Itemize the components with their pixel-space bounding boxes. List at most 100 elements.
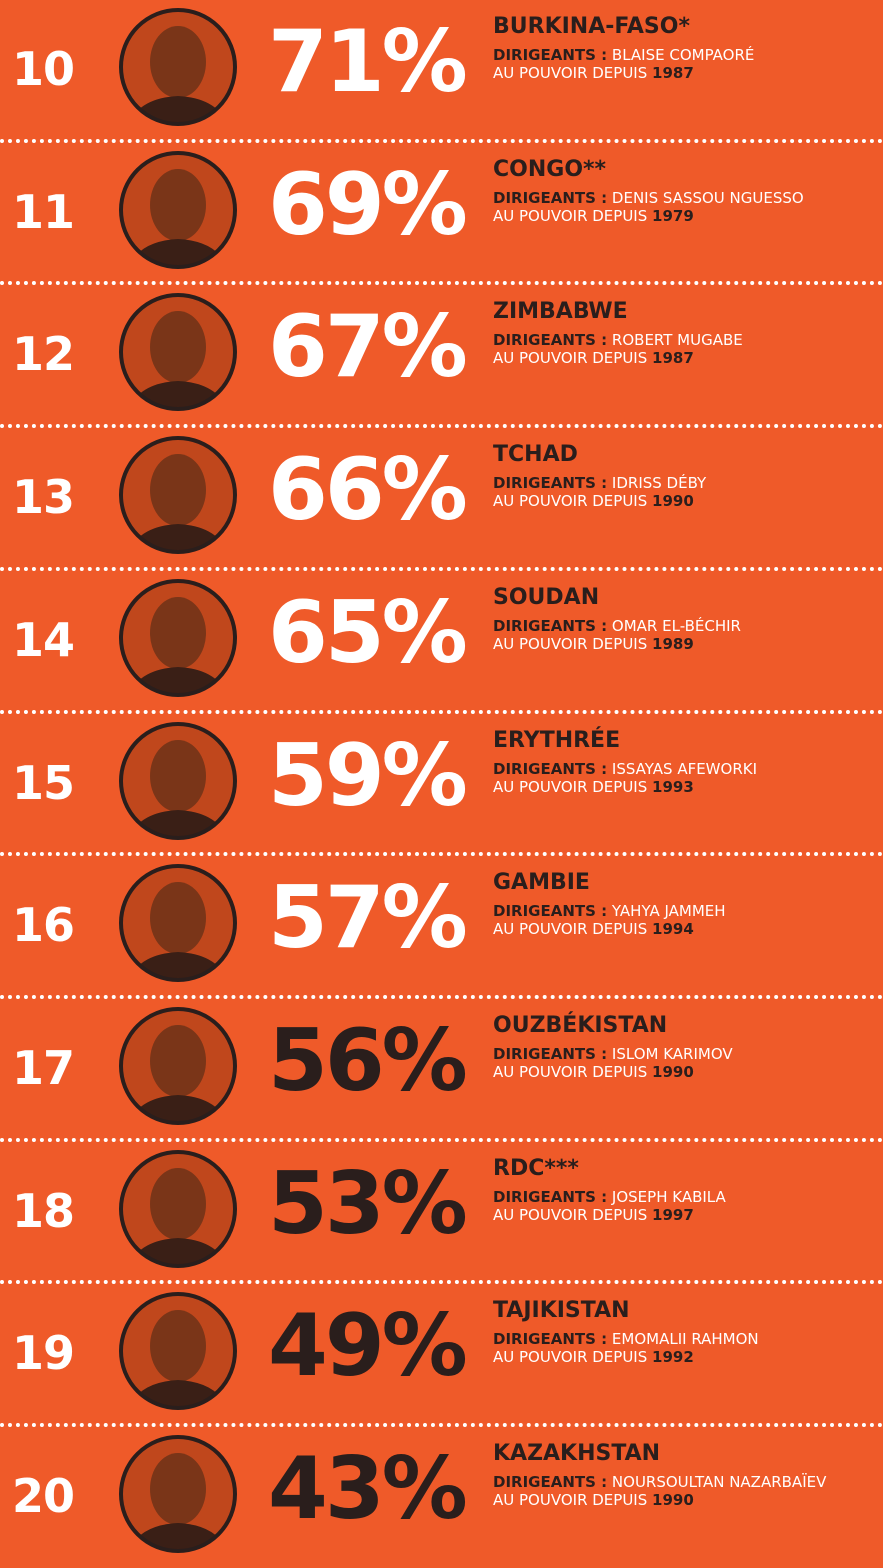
rank: 20 [8,1469,78,1523]
portrait [117,149,239,271]
country: SOUDAN [493,589,741,607]
since-year: 1987 [652,349,694,367]
leader-label: DIRIGEANTS : [493,46,607,64]
leader-label: DIRIGEANTS : [493,189,607,207]
percentage: 57% [268,868,465,968]
leader-label: DIRIGEANTS : [493,1045,607,1063]
country: GAMBIE [493,874,726,892]
since-line: AU POUVOIR DEPUIS 1989 [493,635,741,653]
since-label: AU POUVOIR DEPUIS [493,920,647,938]
since-line: AU POUVOIR DEPUIS 1994 [493,920,726,938]
rank: 17 [8,1041,78,1095]
since-line: AU POUVOIR DEPUIS 1987 [493,64,754,82]
since-year: 1990 [652,492,694,510]
leader-label: DIRIGEANTS : [493,1473,607,1491]
rank: 15 [8,756,78,810]
since-label: AU POUVOIR DEPUIS [493,492,647,510]
since-label: AU POUVOIR DEPUIS [493,1348,647,1366]
leader-label: DIRIGEANTS : [493,902,607,920]
leader-line: DIRIGEANTS : JOSEPH KABILA [493,1188,726,1206]
leader-label: DIRIGEANTS : [493,1188,607,1206]
since-year: 1987 [652,64,694,82]
rank: 12 [8,327,78,381]
rank: 16 [8,898,78,952]
portrait [117,291,239,413]
rank: 19 [8,1326,78,1380]
portrait [117,1433,239,1555]
leader-line: DIRIGEANTS : BLAISE COMPAORÉ [493,46,754,64]
country: ERYTHRÉE [493,732,757,750]
portrait [117,577,239,699]
portrait [117,1290,239,1412]
leader-label: DIRIGEANTS : [493,760,607,778]
since-label: AU POUVOIR DEPUIS [493,1206,647,1224]
country: ZIMBABWE [493,303,743,321]
since-line: AU POUVOIR DEPUIS 1993 [493,778,757,796]
since-label: AU POUVOIR DEPUIS [493,635,647,653]
since-year: 1992 [652,1348,694,1366]
percentage: 66% [268,440,465,540]
percentage: 67% [268,297,465,397]
country: TAJIKISTAN [493,1302,759,1320]
row: 10 71% BURKINA-FASO* DIRIGEANTS : BLAISE CO… [0,0,883,141]
portrait [117,720,239,842]
country: KAZAKHSTAN [493,1445,826,1463]
info: ERYTHRÉEDIRIGEANTS : ISSAYAS AFEWORKIAU … [493,732,757,796]
since-label: AU POUVOIR DEPUIS [493,1491,647,1509]
leader-name: ISLOM KARIMOV [612,1045,733,1063]
since-year: 1997 [652,1206,694,1224]
leader-name: OMAR EL-BÉCHIR [612,617,741,635]
since-label: AU POUVOIR DEPUIS [493,207,647,225]
percentage: 49% [268,1296,465,1396]
since-label: AU POUVOIR DEPUIS [493,1063,647,1081]
percentage: 56% [268,1011,465,1111]
since-line: AU POUVOIR DEPUIS 1990 [493,1063,733,1081]
page: 10 71% BURKINA-FASO* DIRIGEANTS : BLAISE CO… [0,0,883,1553]
leader-line: DIRIGEANTS : IDRISS DÉBY [493,474,706,492]
rank: 13 [8,470,78,524]
leader-name: ROBERT MUGABE [612,331,743,349]
portrait [117,6,239,128]
since-line: AU POUVOIR DEPUIS 1997 [493,1206,726,1224]
leader-name: EMOMALII RAHMON [612,1330,759,1348]
leader-name: IDRISS DÉBY [612,474,706,492]
leader-line: DIRIGEANTS : YAHYA JAMMEH [493,902,726,920]
info: RDC*** DIRIGEANTS : JOSEPH KABILAAU POUVO… [493,1160,726,1224]
percentage: 53% [268,1154,465,1254]
leader-line: DIRIGEANTS : DENIS SASSOU NGUESSO [493,189,804,207]
since-label: AU POUVOIR DEPUIS [493,778,647,796]
portrait [117,434,239,556]
percentage: 71% [268,12,465,112]
info: ZIMBABWEDIRIGEANTS : ROBERT MUGABEAU POU… [493,303,743,367]
rank: 14 [8,613,78,667]
country: BURKINA-FASO* [493,18,754,36]
leader-label: DIRIGEANTS : [493,331,607,349]
portrait [117,1005,239,1127]
leader-label: DIRIGEANTS : [493,474,607,492]
leader-label: DIRIGEANTS : [493,1330,607,1348]
row: 19 49% TAJIKISTAN DIRIGEANTS : EMOMALII RAH… [0,1282,883,1425]
percentage: 65% [268,583,465,683]
percentage: 69% [268,155,465,255]
info: BURKINA-FASO* DIRIGEANTS : BLAISE COMPAOR… [493,18,754,82]
percentage: 43% [268,1439,465,1539]
rank: 10 [8,42,78,96]
leader-line: DIRIGEANTS : NOURSOULTAN NAZARBAÏEV [493,1473,826,1491]
info: KAZAKHSTAN DIRIGEANTS : NOURSOULTAN NAZAR… [493,1445,826,1509]
rank: 11 [8,185,78,239]
portrait [117,862,239,984]
leader-name: YAHYA JAMMEH [612,902,726,920]
since-year: 1990 [652,1491,694,1509]
since-line: AU POUVOIR DEPUIS 1990 [493,492,706,510]
percentage: 59% [268,726,465,826]
country: RDC*** [493,1160,726,1178]
